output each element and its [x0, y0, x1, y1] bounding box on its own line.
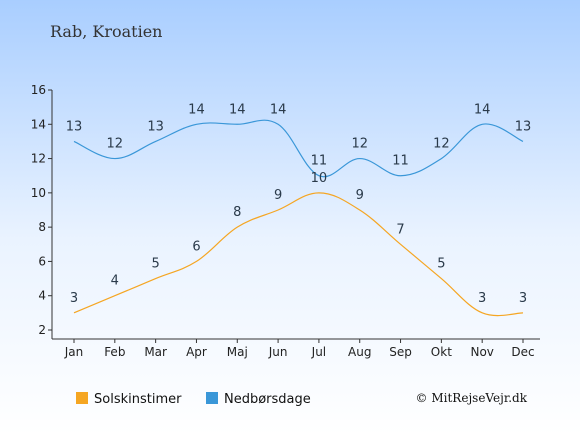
x-tick-label: Jun — [268, 345, 288, 359]
data-label-nedborsdage: 13 — [147, 119, 164, 134]
x-tick-label: Jul — [311, 345, 326, 359]
x-tick-label: Jan — [64, 345, 84, 359]
x-tick-label: Dec — [511, 345, 534, 359]
y-tick-label: 10 — [31, 186, 46, 200]
legend-swatch-nedborsdage — [206, 392, 218, 404]
data-label-nedborsdage: 12 — [433, 137, 450, 152]
data-label-solskinstimer: 3 — [478, 291, 486, 306]
data-label-nedborsdage: 13 — [66, 119, 83, 134]
x-tick-label: Sep — [389, 345, 412, 359]
x-ticks: Jan Feb Mar Apr Maj Jun Jul Aug Sep Okt Nov Dec — [64, 339, 535, 359]
x-tick-label: Mar — [144, 345, 167, 359]
data-label-solskinstimer: 3 — [70, 291, 78, 306]
data-label-nedborsdage: 11 — [392, 154, 409, 169]
axes — [51, 90, 540, 340]
y-tick-label: 6 — [38, 254, 46, 268]
data-label-solskinstimer: 9 — [274, 188, 282, 203]
credit-text: © MitRejseVejr.dk — [416, 391, 528, 405]
y-tick-label: 4 — [38, 289, 46, 303]
series-line-solskinstimer — [73, 192, 524, 317]
y-ticks: 2 4 6 8 10 12 14 16 — [31, 83, 52, 337]
legend-label-solskinstimer: Solskinstimer — [94, 392, 182, 407]
x-tick-label: Nov — [470, 345, 493, 359]
chart-title: Rab, Kroatien — [50, 22, 162, 41]
data-label-solskinstimer: 10 — [311, 171, 328, 186]
data-label-nedborsdage: 12 — [107, 137, 124, 152]
data-label-nedborsdage: 14 — [188, 102, 205, 117]
x-tick-label: Aug — [348, 345, 371, 359]
data-label-nedborsdage: 14 — [474, 102, 491, 117]
data-label-solskinstimer: 4 — [111, 274, 119, 289]
y-tick-label: 2 — [38, 323, 46, 337]
series-lines — [73, 119, 524, 317]
y-tick-label: 14 — [31, 117, 46, 131]
y-tick-label: 16 — [31, 83, 46, 97]
data-label-solskinstimer: 8 — [233, 205, 241, 220]
data-label-solskinstimer: 9 — [356, 188, 364, 203]
legend-swatch-solskinstimer — [76, 392, 88, 404]
data-label-solskinstimer: 3 — [519, 291, 527, 306]
x-tick-label: Okt — [431, 345, 452, 359]
legend: Solskinstimer Nedbørsdage — [76, 392, 311, 407]
x-tick-label: Apr — [186, 345, 207, 359]
data-label-solskinstimer: 7 — [396, 222, 404, 237]
data-label-nedborsdage: 11 — [311, 154, 328, 169]
data-label-nedborsdage: 12 — [351, 137, 368, 152]
data-label-nedborsdage: 13 — [515, 119, 532, 134]
y-tick-label: 8 — [38, 220, 46, 234]
data-label-nedborsdage: 14 — [270, 102, 287, 117]
y-tick-label: 12 — [31, 152, 46, 166]
data-label-nedborsdage: 14 — [229, 102, 246, 117]
series-line-nedborsdage — [73, 119, 524, 178]
legend-label-nedborsdage: Nedbørsdage — [224, 392, 311, 407]
data-label-solskinstimer: 6 — [192, 239, 200, 254]
data-label-solskinstimer: 5 — [151, 257, 159, 272]
data-labels: 3 4 5 6 8 9 10 9 7 5 3 3 13 12 13 14 14 14 11 12 11 12 14 13 — [66, 102, 532, 306]
x-tick-label: Maj — [227, 345, 248, 359]
x-tick-label: Feb — [104, 345, 125, 359]
data-label-solskinstimer: 5 — [437, 257, 445, 272]
